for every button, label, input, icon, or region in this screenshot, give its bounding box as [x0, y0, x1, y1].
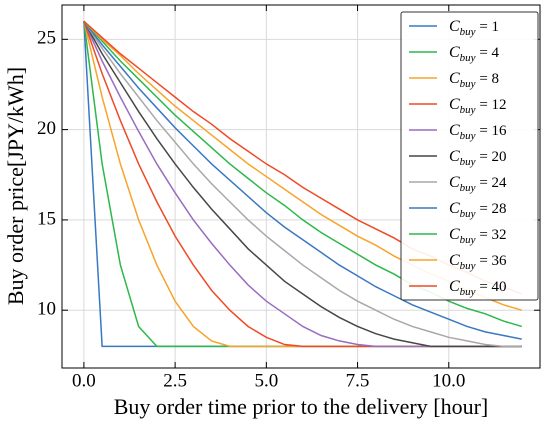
- x-tick-label: 5.0: [254, 370, 278, 391]
- legend-box: [400, 11, 539, 301]
- legend-label: Cbuy = 40: [449, 278, 507, 298]
- x-tick-label: 7.5: [346, 370, 370, 391]
- legend-label: Cbuy = 8: [449, 70, 499, 90]
- legend-label: Cbuy = 16: [449, 122, 507, 142]
- legend-label: Cbuy = 28: [449, 200, 507, 220]
- series-line: [83, 20, 522, 348]
- legend-label: Cbuy = 24: [449, 174, 507, 194]
- x-tick-label: 10.0: [432, 370, 465, 391]
- y-tick-label: 25: [37, 28, 56, 49]
- y-axis-label: Buy order price[JPY/kWh]: [3, 67, 28, 305]
- series-line: [83, 20, 522, 340]
- series-line: [83, 20, 522, 328]
- legend-label: Cbuy = 32: [449, 226, 507, 246]
- plot-frame: [61, 4, 541, 369]
- legend-label: Cbuy = 20: [449, 148, 507, 168]
- x-axis-label: Buy order time prior to the delivery [ho…: [114, 394, 489, 419]
- y-tick-label: 15: [37, 208, 56, 229]
- legend-label: Cbuy = 12: [449, 96, 507, 116]
- legend-label: Cbuy = 1: [449, 18, 499, 38]
- x-tick-label: 2.5: [163, 370, 187, 391]
- series-line: [83, 20, 522, 348]
- legend-label: Cbuy = 4: [449, 44, 500, 64]
- legend-label: Cbuy = 36: [449, 252, 507, 272]
- x-tick-label: 0.0: [72, 370, 96, 391]
- y-tick-label: 10: [37, 299, 56, 320]
- y-tick-label: 20: [37, 118, 56, 139]
